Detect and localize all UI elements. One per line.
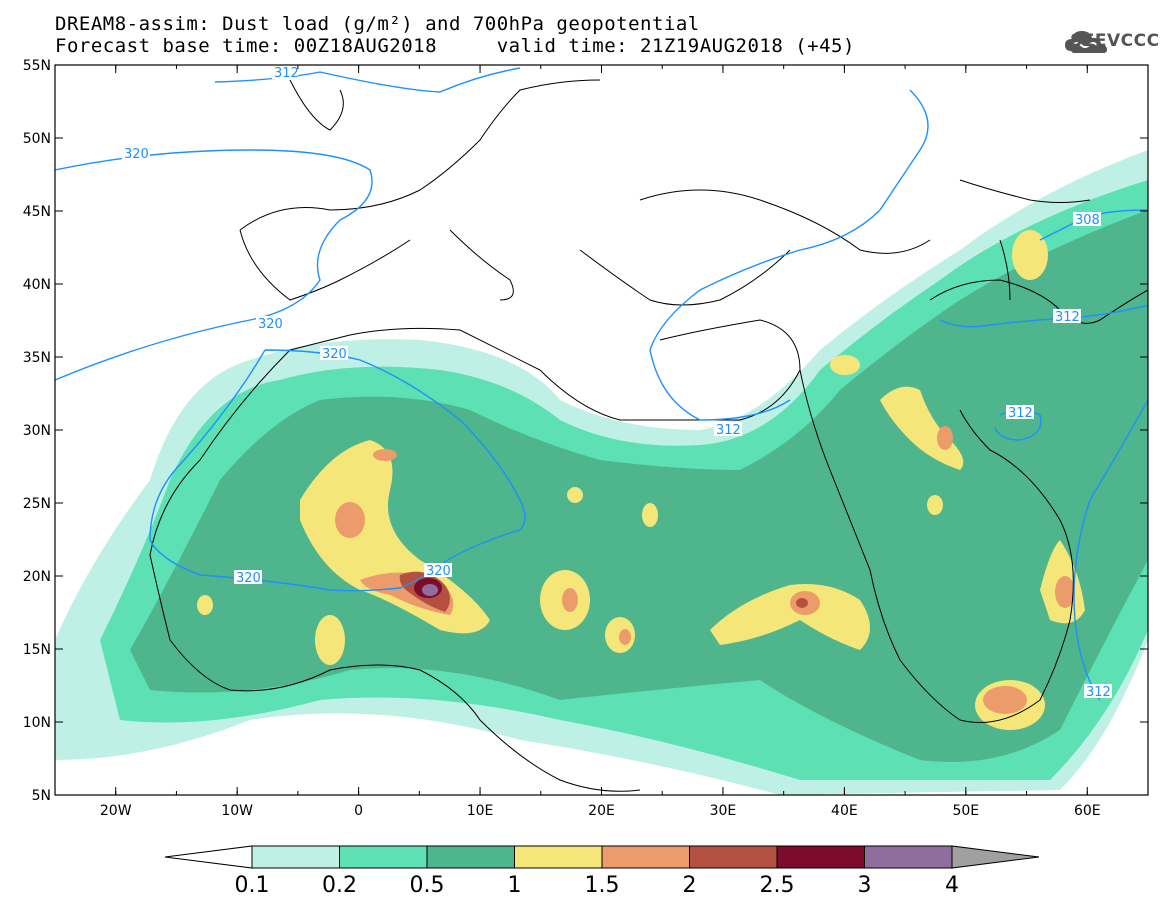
lon-tick-label: 20W: [100, 803, 132, 819]
contour-label: 320: [234, 570, 262, 586]
lat-tick-label: 50N: [23, 131, 51, 147]
colorbar-label: 0.1: [235, 873, 270, 898]
lat-tick-label: 30N: [23, 423, 51, 439]
svg-text:308: 308: [1075, 213, 1100, 228]
dust-load-field: [55, 150, 1148, 795]
lat-tick-label: 40N: [23, 277, 51, 293]
svg-text:312: 312: [716, 423, 741, 438]
contour-label: 312: [714, 422, 742, 438]
contour-label: 312: [272, 65, 299, 81]
lon-tick-label: 50E: [952, 803, 979, 819]
colorbar-segment: [426, 845, 515, 869]
cloud-logo-icon: [1065, 31, 1107, 53]
lon-tick-label: 40E: [831, 803, 858, 819]
colorbar-label: 0.2: [322, 873, 357, 898]
longitude-axis: 20W 10W 0 10E 20E 30E 40E 50E 60E: [54, 65, 1149, 819]
svg-text:312: 312: [1008, 406, 1033, 421]
lon-tick-label: 30E: [710, 803, 737, 819]
coastlines: [149, 79, 1148, 792]
lat-tick-label: 45N: [23, 204, 51, 220]
contour-label: 308: [1073, 212, 1101, 228]
svg-text:320: 320: [124, 147, 149, 162]
lat-tick-label: 15N: [23, 642, 51, 658]
lat-tick-label: 35N: [23, 350, 51, 366]
svg-text:320: 320: [426, 564, 451, 579]
colorbar-label: 1: [508, 873, 522, 898]
lat-tick-label: 55N: [23, 58, 51, 74]
lat-tick-label: 10N: [23, 715, 51, 731]
colorbar-label: 2: [683, 873, 697, 898]
lon-tick-label: 10W: [221, 803, 253, 819]
contour-label: 320: [122, 146, 150, 162]
dust-level-3: [422, 584, 438, 596]
colorbar-label: 3: [858, 873, 872, 898]
colorbar-segment: [339, 845, 428, 869]
colorbar-over-arrow: [951, 845, 1040, 869]
contour-label: 312: [1006, 405, 1034, 421]
svg-text:320: 320: [236, 571, 261, 586]
lat-tick-label: 5N: [32, 788, 51, 804]
lon-tick-label: 20E: [588, 803, 615, 819]
lon-tick-label: 10E: [467, 803, 494, 819]
colorbar-segment: [776, 845, 865, 869]
contour-label: 320: [320, 346, 348, 362]
colorbar-under-arrow: [164, 845, 253, 869]
map-title: DREAM8-assim: Dust load (g/m²) and 700hP…: [55, 13, 700, 35]
contour-label: 320: [424, 563, 452, 579]
lon-tick-label: 0: [354, 803, 363, 819]
latitude-axis: 55N 50N 45N 40N 35N 30N 25N 20N 15N 10N 5N: [23, 58, 1148, 804]
colorbar-segment: [601, 845, 690, 869]
forecast-time-subtitle: Forecast base time: 00Z18AUG2018 valid t…: [55, 35, 855, 57]
colorbar-segment: [689, 845, 778, 869]
svg-text:320: 320: [322, 347, 347, 362]
seevccc-logo-text: SEEVCCC: [1070, 31, 1160, 51]
colorbar: 0.1 0.2 0.5 1 1.5 2 2.5 3 4: [164, 845, 1040, 898]
svg-text:320: 320: [258, 317, 283, 332]
contour-label: 312: [1084, 684, 1112, 700]
colorbar-label: 0.5: [410, 873, 445, 898]
contour-label: 312: [1053, 309, 1081, 325]
colorbar-label: 4: [945, 873, 959, 898]
colorbar-segment: [864, 845, 953, 869]
lon-tick-label: 60E: [1074, 803, 1101, 819]
contour-label: 320: [256, 316, 284, 332]
colorbar-segment: [251, 845, 340, 869]
lat-tick-label: 20N: [23, 569, 51, 585]
colorbar-label: 1.5: [585, 873, 620, 898]
lat-tick-label: 25N: [23, 496, 51, 512]
colorbar-segment: [514, 845, 603, 869]
dust-level-0.5: [130, 210, 1148, 762]
svg-text:312: 312: [1055, 310, 1080, 325]
contour-labels: 312 320 320 320 320 320 312 312 312 308 …: [122, 65, 1112, 700]
colorbar-label: 2.5: [760, 873, 795, 898]
svg-text:312: 312: [1086, 685, 1111, 700]
svg-text:312: 312: [274, 66, 299, 81]
